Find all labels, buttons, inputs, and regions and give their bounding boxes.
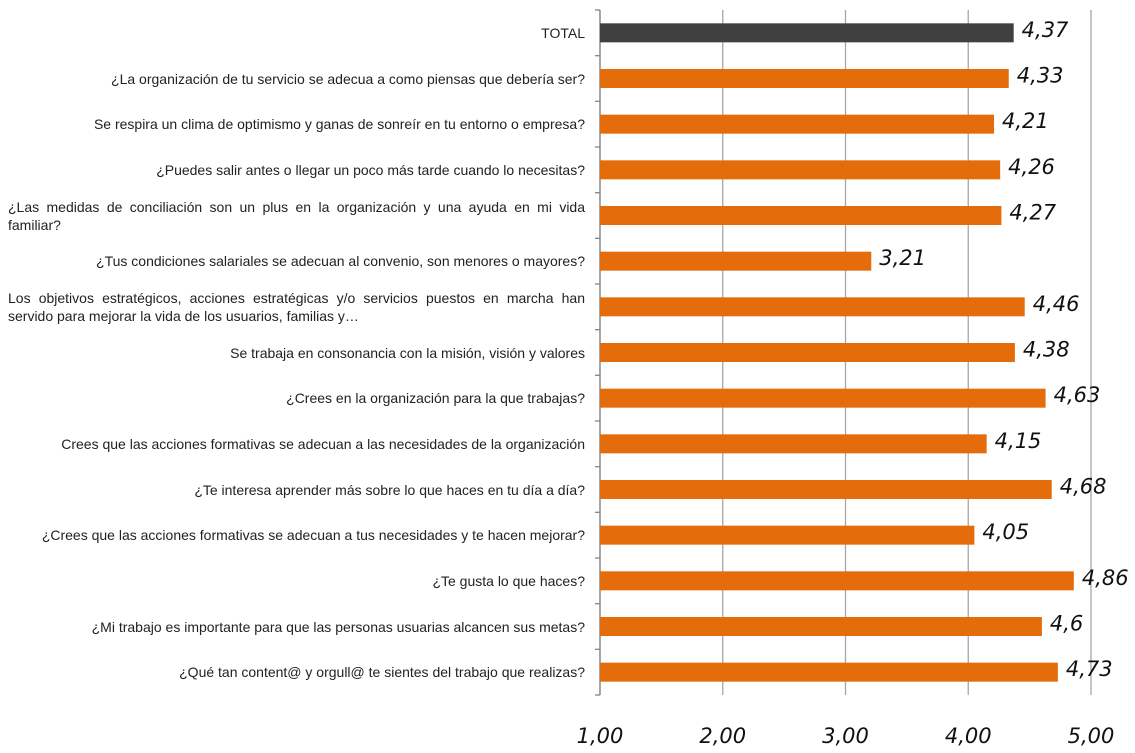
bar	[600, 251, 872, 271]
bar	[600, 388, 1046, 408]
category-label: ¿Puedes salir antes o llegar un poco más…	[8, 148, 585, 192]
category-label: Se respira un clima de optimismo y ganas…	[8, 102, 585, 146]
bar	[600, 434, 987, 454]
value-label: 4,86	[1082, 566, 1129, 590]
category-label: Se trabaja en consonancia con la misión,…	[8, 331, 585, 375]
value-label: 4,63	[1054, 383, 1101, 407]
category-text: ¿Puedes salir antes o llegar un poco más…	[156, 161, 585, 178]
category-label: ¿Crees que las acciones formativas se ad…	[8, 513, 585, 557]
category-text: ¿Te interesa aprender más sobre lo que h…	[194, 481, 585, 498]
bar	[600, 480, 1052, 499]
bar	[600, 206, 1002, 225]
category-label: ¿Te gusta lo que haces?	[8, 559, 585, 603]
bar	[600, 571, 1074, 591]
category-text: ¿Qué tan content@ y orgull@ te sientes d…	[179, 664, 585, 681]
category-label: Crees que las acciones formativas se ade…	[8, 422, 585, 466]
category-text: ¿Crees que las acciones formativas se ad…	[41, 527, 585, 544]
category-text: TOTAL	[541, 24, 585, 41]
value-label: 4,38	[1023, 338, 1070, 362]
bar	[600, 343, 1015, 362]
category-label: ¿Qué tan content@ y orgull@ te sientes d…	[8, 650, 585, 694]
category-text: ¿Las medidas de conciliación son un plus…	[8, 198, 585, 233]
category-text: Los objetivos estratégicos, acciones est…	[8, 289, 585, 324]
category-text: Crees que las acciones formativas se ade…	[61, 435, 585, 452]
value-label: 4,37	[1022, 18, 1069, 42]
category-label: ¿Tus condiciones salariales se adecuan a…	[8, 239, 585, 283]
category-label: ¿Las medidas de conciliación son un plus…	[8, 194, 585, 238]
x-tick-label: 5,00	[1068, 724, 1115, 748]
value-label: 4,15	[995, 429, 1042, 453]
category-text: Se respira un clima de optimismo y ganas…	[93, 116, 585, 133]
value-label: 4,27	[1009, 201, 1056, 225]
bar	[600, 525, 975, 545]
category-text: ¿Te gusta lo que haces?	[432, 572, 585, 589]
value-label: 4,05	[982, 520, 1029, 544]
value-label: 4,73	[1066, 657, 1113, 681]
value-label: 4,33	[1017, 64, 1064, 88]
value-label: 3,21	[879, 246, 926, 270]
category-label: ¿Crees en la organización para la que tr…	[8, 376, 585, 420]
category-label: ¿Mi trabajo es importante para que las p…	[8, 605, 585, 649]
x-tick-label: 2,00	[699, 724, 746, 748]
x-tick-label: 4,00	[945, 724, 992, 748]
value-label: 4,68	[1060, 475, 1107, 499]
category-label: TOTAL	[8, 11, 585, 55]
bar	[600, 114, 995, 134]
category-label: Los objetivos estratégicos, acciones est…	[8, 285, 585, 329]
bar	[600, 160, 1001, 180]
value-label: 4,26	[1008, 155, 1055, 179]
bar	[600, 69, 1009, 88]
category-text: ¿Mi trabajo es importante para que las p…	[91, 618, 585, 635]
bar	[600, 297, 1025, 317]
category-label: ¿La organización de tu servicio se adecu…	[8, 57, 585, 101]
value-label: 4,21	[1002, 109, 1049, 133]
bar	[600, 662, 1058, 682]
category-text: ¿Crees en la organización para la que tr…	[286, 390, 585, 407]
bar	[600, 617, 1042, 636]
value-label: 4,46	[1033, 292, 1080, 316]
category-text: ¿La organización de tu servicio se adecu…	[111, 70, 585, 87]
x-tick-label: 1,00	[577, 724, 624, 748]
category-text: Se trabaja en consonancia con la misión,…	[230, 344, 585, 361]
category-label: ¿Te interesa aprender más sobre lo que h…	[8, 468, 585, 512]
category-text: ¿Tus condiciones salariales se adecuan a…	[96, 253, 585, 270]
x-tick-label: 3,00	[822, 724, 869, 748]
bar	[600, 23, 1014, 43]
value-label: 4,6	[1050, 612, 1083, 636]
